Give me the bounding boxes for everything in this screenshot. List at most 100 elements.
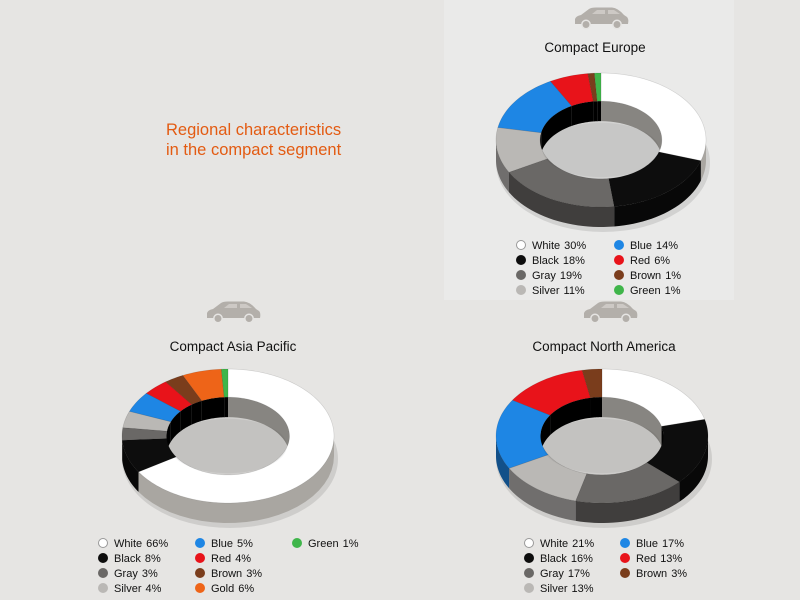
legend-label: Red [211, 553, 232, 565]
slice-inner-red [180, 404, 192, 432]
legend-value: 6% [654, 255, 671, 267]
slice-side-black [122, 440, 139, 492]
legend-item-gold: Gold 6% [195, 582, 254, 596]
legend-item-brown: Brown 1% [614, 269, 681, 283]
legend-item-brown: Brown 3% [620, 567, 687, 581]
legend-label: Green [308, 538, 339, 550]
legend-label: Silver [532, 285, 560, 297]
legend-value: 18% [562, 255, 585, 267]
legend-label: Brown [211, 568, 243, 580]
legend-swatch-red [614, 255, 624, 266]
slice-inner-silver [167, 421, 171, 452]
legend-value: 3% [246, 568, 263, 580]
legend-value: 13% [660, 553, 683, 565]
legend-swatch-silver [98, 583, 108, 594]
legend-swatch-gold [195, 583, 205, 594]
legend-item-blue: Blue 5% [195, 537, 253, 551]
legend-value: 1% [342, 538, 359, 550]
legend-swatch-blue [195, 538, 205, 549]
chart-title: Compact Asia Pacific [169, 339, 297, 354]
legend-swatch-brown [614, 270, 624, 281]
legend-swatch-gray [516, 270, 526, 281]
legend-label: White [114, 538, 143, 550]
legend-item-white: White 30% [516, 239, 586, 253]
legend-label: Red [630, 255, 651, 267]
legend-label: Brown [630, 270, 662, 282]
slice-inner-red [571, 101, 594, 126]
slice-side-white [138, 436, 334, 523]
legend-label: Black [114, 553, 141, 565]
slice-side-silver [496, 140, 509, 193]
legend-value: 66% [146, 538, 169, 550]
legend-label: Green [630, 285, 661, 297]
slice-inner-blue [170, 411, 181, 442]
slice-inner-green [597, 101, 601, 122]
slice-inner-brown [590, 397, 602, 418]
page-headline: Regional characteristics in the compact … [166, 120, 341, 160]
slice-side-black [679, 436, 708, 502]
slice-side-blue [496, 436, 510, 489]
legend-item-black: Black 16% [524, 552, 593, 566]
legend-value: 6% [238, 583, 255, 595]
legend-item-green: Green 1% [292, 537, 358, 551]
legend-label: Brown [636, 568, 668, 580]
legend-value: 4% [235, 553, 252, 565]
legend-label: Blue [636, 538, 659, 550]
legend-label: Blue [630, 240, 653, 252]
legend-item-silver: Silver 4% [98, 582, 161, 596]
legend-value: 3% [671, 568, 688, 580]
legend-item-white: White 66% [98, 537, 168, 551]
legend-label: Red [636, 553, 657, 565]
legend-item-gray: Gray 17% [524, 567, 590, 581]
legend-item-green: Green 1% [614, 284, 680, 298]
legend-item-silver: Silver 11% [516, 284, 585, 298]
legend-value: 1% [664, 285, 681, 297]
slice-side-silver [509, 468, 576, 521]
legend-value: 11% [563, 285, 585, 297]
legend-item-black: Black 18% [516, 254, 585, 268]
legend-swatch-gray [524, 568, 534, 579]
legend-swatch-white [98, 538, 108, 549]
legend-swatch-silver [524, 583, 534, 594]
legend-value: 14% [656, 240, 679, 252]
legend-swatch-green [292, 538, 302, 549]
legend-value: 13% [571, 583, 594, 595]
slice-side-gray [508, 172, 615, 227]
legend-swatch-brown [620, 568, 630, 579]
legend-item-silver: Silver 13% [524, 582, 594, 596]
chart-title: Compact North America [532, 339, 676, 354]
slice-side-gray [575, 481, 680, 523]
car-silhouette-icon [575, 7, 629, 30]
legend-label: Silver [540, 583, 568, 595]
legend-value: 16% [570, 553, 593, 565]
slice-inner-red [550, 397, 591, 436]
legend-item-red: Red 13% [620, 552, 682, 566]
slice-side-white [700, 140, 706, 181]
slice-side-black [614, 160, 701, 227]
slice-inner-white [228, 397, 290, 456]
slice-inner-white [601, 101, 662, 160]
donut-hole-floor [542, 122, 660, 178]
slice-inner-green [224, 397, 228, 418]
slice-inner-white [602, 397, 662, 447]
legend-label: Gold [211, 583, 235, 595]
slice-inner-blue [540, 415, 551, 456]
legend-value: 3% [141, 568, 158, 580]
legend-swatch-blue [614, 240, 624, 251]
legend-swatch-gray [98, 568, 108, 579]
legend-swatch-brown [195, 568, 205, 579]
legend-item-blue: Blue 17% [620, 537, 684, 551]
legend-swatch-red [620, 553, 630, 564]
legend-swatch-black [516, 255, 526, 266]
car-silhouette-icon [584, 301, 638, 324]
slice-brown [581, 368, 603, 399]
headline-line-1: Regional characteristics [166, 121, 342, 139]
slice-inner-blue [541, 105, 572, 153]
legend-value: 21% [572, 538, 595, 550]
legend-swatch-white [524, 538, 534, 549]
legend-label: Blue [211, 538, 234, 550]
legend-label: Black [540, 553, 567, 565]
legend-swatch-white [516, 240, 526, 251]
